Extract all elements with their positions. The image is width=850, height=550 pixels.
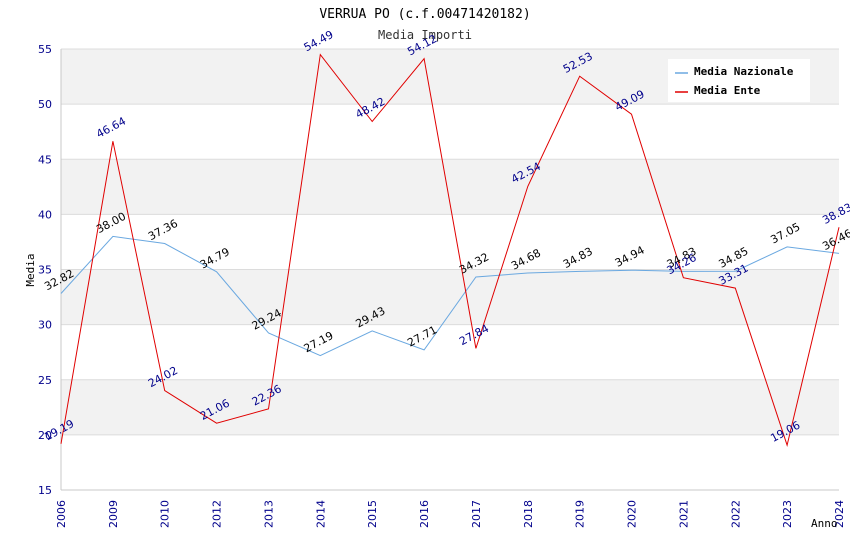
y-tick-labels: 15 20 25 30 35 40 45 50 55 bbox=[38, 43, 52, 497]
y-axis-label: Media bbox=[24, 253, 37, 286]
x-tick-label: 2014 bbox=[314, 500, 327, 528]
grid-band bbox=[61, 379, 839, 435]
x-tick-label: 2012 bbox=[211, 500, 224, 528]
grid-band bbox=[61, 214, 839, 270]
x-tick-label: 2024 bbox=[833, 500, 846, 528]
y-tick-label: 30 bbox=[38, 319, 52, 332]
axes bbox=[60, 49, 839, 491]
y-tick-label: 55 bbox=[38, 43, 52, 56]
legend-label-media-ente: Media Ente bbox=[694, 84, 761, 97]
legend: Media Nazionale Media Ente bbox=[668, 59, 810, 102]
legend-box bbox=[668, 59, 810, 102]
x-tick-label: 2013 bbox=[262, 500, 275, 528]
x-tick-label: 2023 bbox=[781, 500, 794, 528]
legend-label-media-nazionale: Media Nazionale bbox=[694, 65, 794, 78]
grid-band bbox=[61, 269, 839, 325]
y-tick-label: 45 bbox=[38, 153, 52, 166]
x-tick-label: 2016 bbox=[418, 500, 431, 528]
y-tick-label: 40 bbox=[38, 208, 52, 221]
chart-title: VERRUA PO (c.f.00471420182) bbox=[319, 7, 530, 22]
x-tick-label: 2017 bbox=[470, 500, 483, 528]
grid-band bbox=[61, 324, 839, 380]
series-line-media-ente bbox=[60, 53, 840, 448]
x-tick-label: 2006 bbox=[55, 500, 68, 528]
x-tick-label: 2022 bbox=[729, 500, 742, 528]
chart-subtitle: Media Importi bbox=[378, 28, 472, 42]
y-tick-label: 35 bbox=[38, 264, 52, 277]
x-tick-label: 2020 bbox=[626, 500, 639, 528]
x-tick-label: 2018 bbox=[522, 500, 535, 528]
x-tick-label: 2015 bbox=[366, 500, 379, 528]
grid-band bbox=[61, 104, 839, 160]
x-tick-labels: 2006 2009 2010 2012 2013 2014 2015 2016 2017 2018… bbox=[55, 500, 846, 528]
x-tick-label: 2009 bbox=[107, 500, 120, 528]
series-lines bbox=[60, 53, 840, 448]
x-tick-label: 2021 bbox=[677, 500, 690, 528]
x-axis-label: Anno bbox=[811, 517, 838, 530]
x-tick-label: 2010 bbox=[159, 500, 172, 528]
y-tick-label: 50 bbox=[38, 98, 52, 111]
x-tick-label: 2019 bbox=[574, 500, 587, 528]
grid-band bbox=[61, 434, 839, 490]
y-tick-label: 15 bbox=[38, 484, 52, 497]
y-tick-label: 20 bbox=[38, 429, 52, 442]
series-line-media-nazionale bbox=[60, 235, 840, 357]
y-tick-label: 25 bbox=[38, 374, 52, 387]
